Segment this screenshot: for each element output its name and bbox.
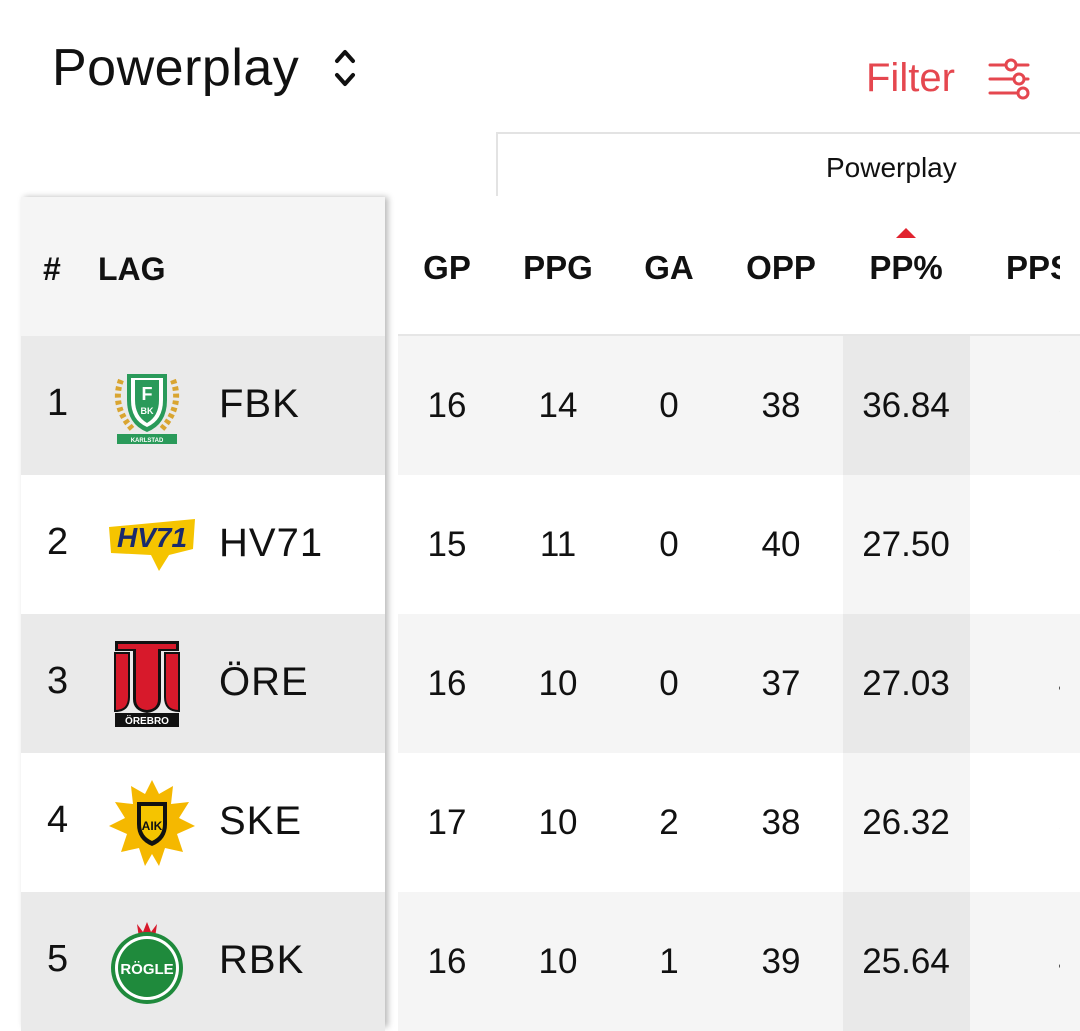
team-row[interactable]: 2 HV71 HV71 [21, 475, 385, 614]
cell-opp: 40 [761, 525, 801, 564]
cell-gp: 16 [427, 386, 467, 425]
cell-opp: 37 [761, 664, 801, 703]
table-row[interactable]: 15 11 0 40 27.50 59 [398, 475, 1080, 614]
rogle-logo-text: RÖGLE [120, 961, 173, 978]
team-abbreviation[interactable]: FBK [219, 382, 300, 426]
sorted-column-highlight [843, 614, 970, 753]
title-row: Powerplay [52, 38, 357, 98]
sort-indicator-icon [896, 228, 916, 238]
sorted-column-highlight [843, 336, 970, 475]
column-header-opp[interactable]: OPP [746, 249, 816, 286]
table-row[interactable]: 16 10 0 37 27.03 44 [398, 614, 1080, 753]
skelleftea-logo-icon[interactable]: AIK [107, 778, 197, 868]
sort-toggle-icon[interactable] [333, 46, 357, 90]
filter-label: Filter [866, 56, 955, 100]
column-header-rank[interactable]: # [43, 251, 61, 287]
cell-gp: 16 [427, 664, 467, 703]
hv71-logo-text: HV71 [117, 522, 187, 553]
team-rank: 2 [47, 521, 69, 563]
team-abbreviation[interactable]: ÖRE [219, 660, 309, 704]
team-row[interactable]: 4 AIK SKE [21, 753, 385, 892]
team-rank: 1 [47, 382, 69, 424]
cell-ppg: 10 [538, 664, 578, 703]
column-header-ga[interactable]: GA [644, 249, 694, 286]
table-row[interactable]: 16 14 0 38 36.84 57 [398, 336, 1080, 475]
cell-opp: 39 [761, 942, 801, 981]
team-column-panel: # LAG 1 F BK KARLSTAD FBK 2 HV71 HV71 3 [21, 197, 385, 1031]
cell-gp: 17 [427, 803, 467, 842]
cell-pps: 59 [1059, 525, 1060, 565]
team-row[interactable]: 1 F BK KARLSTAD FBK [21, 336, 385, 475]
fbk-logo-letter: F [142, 384, 153, 404]
team-abbreviation[interactable]: SKE [219, 799, 303, 843]
page-title: Powerplay [52, 39, 300, 97]
team-rank: 5 [47, 938, 69, 980]
cell-ppg: 14 [538, 386, 578, 425]
team-row[interactable]: 5 RÖGLE RBK [21, 892, 385, 1031]
filter-button[interactable]: Filter [866, 56, 1031, 101]
team-row[interactable]: 3 ÖREBRO ÖRE [21, 614, 385, 753]
cell-ppg: 11 [539, 525, 577, 564]
cell-gp: 15 [427, 525, 467, 564]
cell-ppg: 10 [538, 803, 578, 842]
cell-pps: 57 [1059, 386, 1060, 426]
cell-ga: 0 [659, 525, 679, 564]
cell-pp-percent: 27.50 [862, 525, 950, 564]
orebro-logo-text: ÖREBRO [125, 714, 169, 727]
column-group-label: Powerplay [826, 152, 957, 183]
team-rank: 3 [47, 660, 69, 702]
cell-ga: 0 [659, 386, 679, 425]
cell-pps: 54 [1059, 803, 1060, 843]
fbk-logo-banner: KARLSTAD [131, 438, 164, 444]
column-group-tab: Powerplay [496, 132, 1080, 196]
cell-ppg: 10 [538, 942, 578, 981]
fbk-logo-icon[interactable]: F BK KARLSTAD [107, 366, 187, 446]
hv71-logo-icon[interactable]: HV71 [107, 505, 197, 585]
rogle-logo-icon[interactable]: RÖGLE [107, 918, 187, 1004]
team-abbreviation[interactable]: HV71 [219, 521, 324, 565]
cell-ga: 0 [659, 664, 679, 703]
cell-opp: 38 [761, 803, 801, 842]
cell-gp: 16 [427, 942, 467, 981]
column-header-pps[interactable]: PPS [1005, 249, 1060, 286]
fbk-logo-sub: BK [141, 406, 154, 416]
team-abbreviation[interactable]: RBK [219, 938, 305, 982]
cell-pps: 41 [1059, 942, 1060, 982]
cell-pp-percent: 25.64 [862, 942, 950, 981]
cell-pp-percent: 36.84 [862, 386, 950, 425]
team-header-row: # LAG [21, 197, 385, 336]
column-header-team[interactable]: LAG [98, 251, 166, 287]
cell-pps: 44 [1059, 664, 1060, 704]
column-header-pp-percent[interactable]: PP% [869, 249, 943, 286]
sorted-column-highlight [843, 753, 970, 892]
ske-logo-text: AIK [142, 819, 163, 833]
cell-opp: 38 [761, 386, 801, 425]
table-row[interactable]: 16 10 1 39 25.64 41 [398, 892, 1080, 1031]
filter-sliders-icon [988, 58, 1030, 99]
stats-header-row: GP PPG GA OPP PP% PPS [398, 197, 1080, 336]
team-rank: 4 [47, 799, 69, 841]
cell-ga: 2 [659, 803, 679, 842]
cell-ga: 1 [659, 942, 679, 981]
column-header-gp[interactable]: GP [423, 249, 471, 286]
table-row[interactable]: 17 10 2 38 26.32 54 [398, 753, 1080, 892]
sorted-column-highlight [843, 892, 970, 1031]
cell-pp-percent: 26.32 [862, 803, 950, 842]
column-header-ppg[interactable]: PPG [523, 249, 593, 286]
cell-pp-percent: 27.03 [862, 664, 950, 703]
sorted-column-highlight [843, 475, 970, 614]
orebro-logo-icon[interactable]: ÖREBRO [107, 639, 187, 729]
